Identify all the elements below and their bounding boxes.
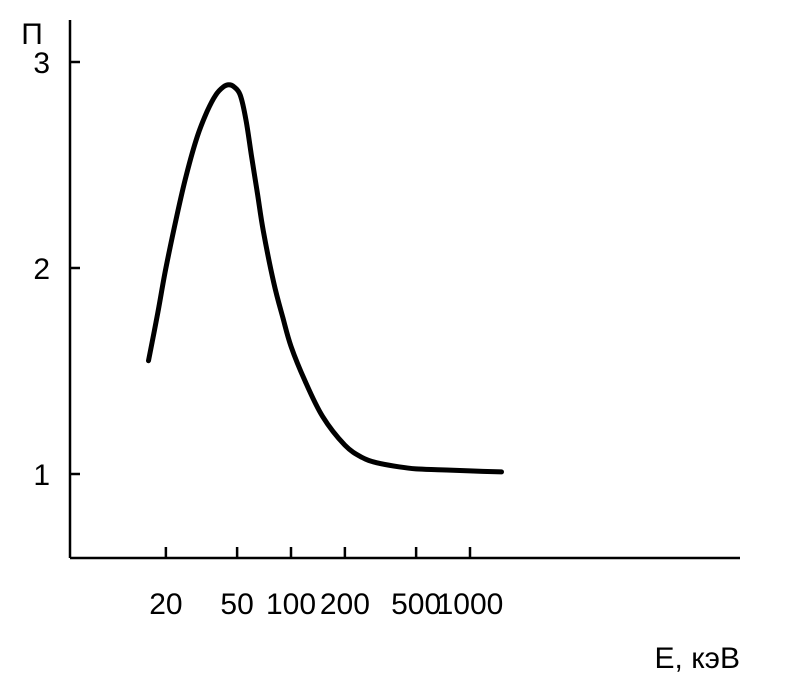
x-tick-label: 500	[391, 588, 441, 621]
x-tick-label: 20	[149, 588, 182, 621]
y-tick-label: 1	[33, 459, 50, 492]
y-tick-label: 2	[33, 253, 50, 286]
y-tick-label: 3	[33, 47, 50, 80]
x-tick-label: 100	[266, 588, 316, 621]
x-tick-label: 50	[220, 588, 253, 621]
x-axis-title: E, кэВ	[655, 642, 740, 675]
x-tick-label: 1000	[437, 588, 504, 621]
series-line	[146, 82, 504, 475]
x-tick-label: 200	[320, 588, 370, 621]
y-axis-title: П	[21, 18, 43, 51]
